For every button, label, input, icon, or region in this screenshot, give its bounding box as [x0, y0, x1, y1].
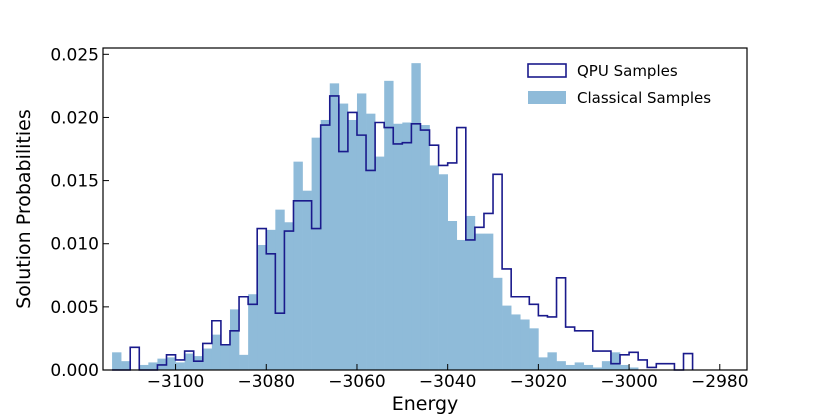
classical-bar: [438, 174, 448, 370]
classical-bar: [193, 356, 204, 370]
classical-bar: [411, 63, 421, 370]
classical-bar: [302, 190, 312, 370]
classical-bar: [166, 357, 176, 370]
classical-bar: [239, 354, 249, 370]
classical-bar: [202, 348, 213, 370]
classical-bar: [293, 161, 303, 370]
classical-bar: [139, 364, 149, 370]
classical-bar: [565, 364, 575, 370]
classical-bar: [311, 137, 321, 370]
legend-swatch-classical: [528, 91, 566, 104]
classical-bar: [474, 233, 485, 370]
classical-bar: [529, 328, 539, 370]
x-tick-label: −3000: [600, 372, 658, 392]
classical-bar: [220, 344, 231, 370]
classical-bar: [121, 361, 131, 370]
classical-bar: [257, 244, 267, 370]
classical-bar: [393, 123, 403, 370]
classical-bar: [601, 361, 612, 370]
classical-bar: [592, 367, 603, 370]
classical-bars: [112, 63, 639, 371]
classical-bar: [429, 165, 439, 370]
y-tick-label: 0.010: [50, 235, 99, 255]
y-tick-label: 0.015: [50, 172, 99, 192]
classical-bar: [483, 233, 494, 370]
classical-bar: [329, 83, 340, 370]
plot-frame: [102, 47, 748, 371]
classical-bar: [284, 222, 294, 370]
qpu-step-series: [112, 95, 694, 371]
x-tick-label: −3040: [419, 372, 477, 392]
classical-bar: [347, 119, 358, 370]
classical-bar: [338, 103, 349, 370]
x-tick-label: −2980: [691, 372, 749, 392]
classical-bar: [266, 229, 276, 370]
classical-bar: [402, 122, 412, 371]
classical-bar: [465, 215, 476, 370]
classical-bar: [184, 353, 195, 370]
y-axis-ticks: 0.000 0.005 0.010 0.015 0.020 0.025: [50, 45, 109, 381]
classical-bar: [366, 113, 376, 370]
classical-bar: [538, 357, 548, 370]
classical-bar: [375, 156, 385, 370]
classical-bar: [520, 319, 530, 370]
x-tick-label: −3080: [238, 372, 296, 392]
classical-bar: [583, 364, 594, 370]
x-tick-label: −3100: [147, 372, 205, 392]
classical-bar: [148, 362, 158, 370]
classical-bar: [229, 309, 240, 370]
legend-label-classical: Classical Samples: [577, 89, 711, 107]
classical-bar: [420, 125, 430, 370]
legend-swatch-qpu: [527, 63, 567, 78]
classical-bar: [275, 209, 285, 370]
x-tick-label: −3060: [328, 372, 386, 392]
classical-bar: [610, 352, 621, 370]
y-axis-label: Solution Probabilities: [13, 109, 35, 309]
x-tick-label: −3020: [510, 372, 568, 392]
legend-label-qpu: QPU Samples: [577, 62, 678, 80]
classical-bar: [629, 367, 639, 370]
y-tick-label: 0.000: [50, 361, 99, 381]
classical-bar: [556, 361, 566, 370]
y-tick-label: 0.020: [50, 108, 99, 128]
y-tick-label: 0.025: [50, 45, 99, 65]
legend: QPU Samples Classical Samples: [527, 62, 711, 107]
classical-bar: [502, 305, 512, 370]
classical-bar: [175, 362, 185, 370]
classical-bar: [320, 119, 331, 370]
classical-bar: [384, 80, 394, 371]
classical-bar: [547, 352, 557, 370]
classical-bar: [447, 220, 458, 370]
classical-bar: [574, 362, 585, 370]
classical-bar: [493, 277, 503, 370]
classical-bar: [112, 352, 122, 370]
classical-bar: [248, 294, 258, 370]
y-tick-label: 0.005: [50, 298, 99, 318]
classical-bar: [620, 364, 630, 370]
x-axis-label: Energy: [392, 393, 459, 415]
classical-bar: [511, 314, 521, 370]
classical-bar: [356, 93, 367, 370]
x-axis-ticks: −3100 −3080 −3060 −3040 −3020 −3000 −2980: [147, 364, 749, 392]
classical-bar: [211, 334, 222, 370]
classical-bar: [456, 239, 467, 370]
